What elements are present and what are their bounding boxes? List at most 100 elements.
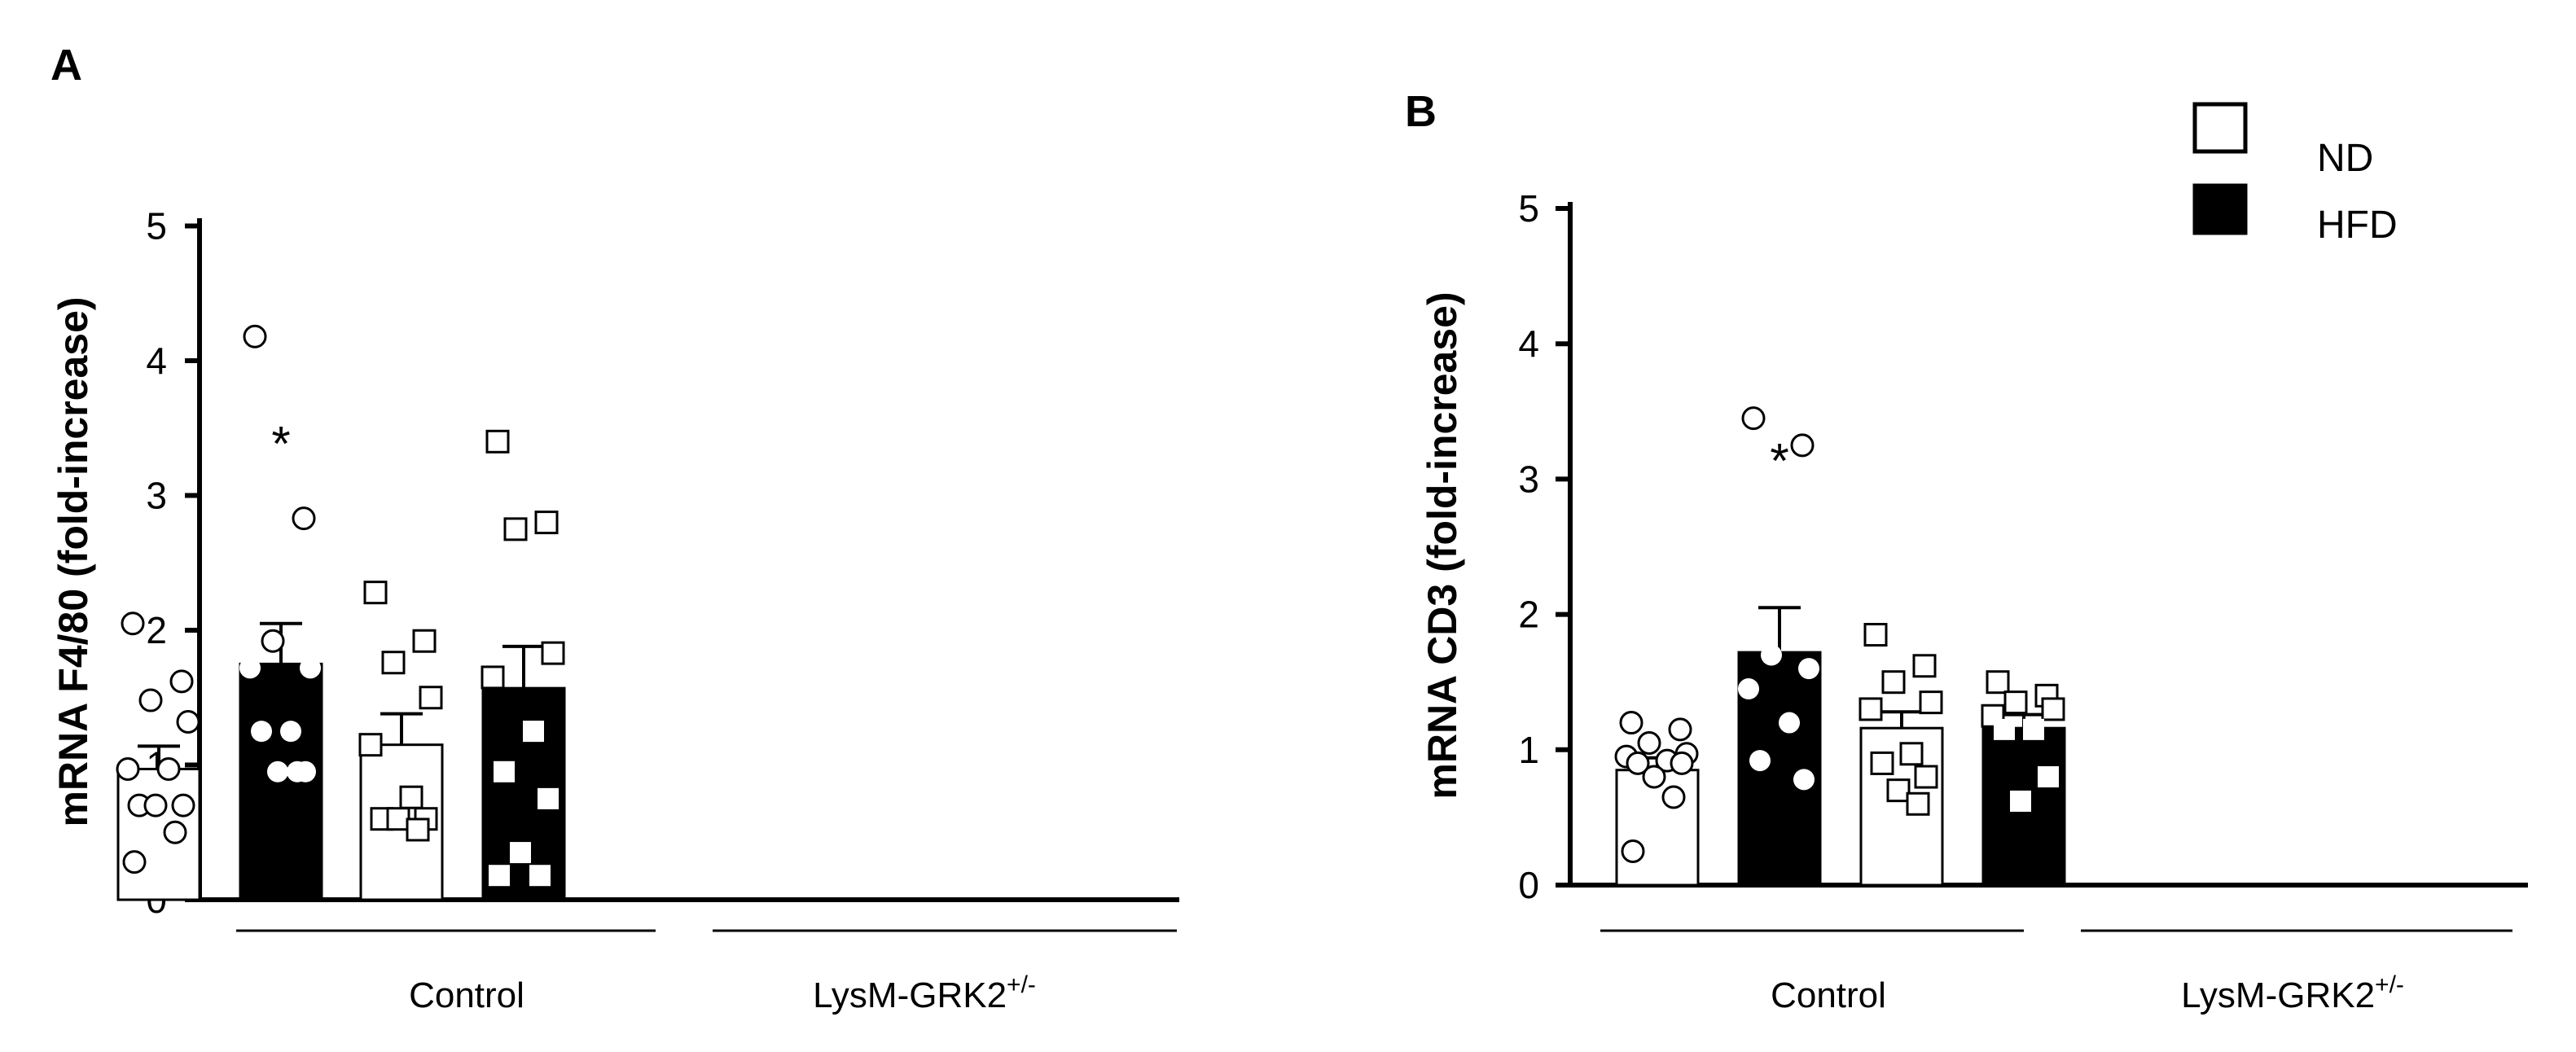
panel-b-data-point [1619, 711, 1643, 735]
panel-a-data-point [171, 793, 195, 817]
panel-a-group-label-control: Control [409, 975, 524, 1015]
panel-a-data-point [176, 710, 200, 734]
panel-a-data-point [138, 688, 163, 712]
panel-b-data-point [1912, 654, 1937, 678]
panel-a-data-point [412, 629, 437, 653]
panel-b-data-point [1798, 658, 1819, 680]
panel-a-data-point [529, 865, 551, 887]
panel-b-data-point [2023, 718, 2044, 740]
panel-a-data-point [243, 324, 267, 348]
panel-b-y-tick-label: 5 [1518, 187, 1539, 230]
panel-b-data-point [1668, 717, 1692, 742]
panel-a-data-point [510, 842, 531, 864]
panel-b-data-point [1626, 751, 1650, 775]
panel-b-group-label-lysm: LysM-GRK2+/- [2181, 971, 2404, 1015]
panel-b-bar-nd [1615, 769, 1700, 887]
panel-b-data-point [1914, 765, 1938, 789]
panel-a-data-point [485, 429, 510, 454]
panel-b-data-point [1790, 433, 1815, 458]
legend-swatch-nd [2192, 102, 2248, 154]
panel-b: B mRNA CD3 (fold-increase) 0 1 2 3 4 5 * Cont… [1405, 87, 2528, 1015]
panel-a-data-point [481, 665, 505, 690]
panel-b-data-point [1741, 406, 1766, 431]
panel-a-data-point [169, 669, 194, 694]
panel-a-data-point [261, 629, 285, 653]
panel-b-data-point [1919, 690, 1943, 715]
panel-a-data-point [122, 850, 147, 874]
panel-b-data-point [1881, 670, 1906, 695]
panel-b-data-point [2041, 697, 2065, 721]
panel-a-data-point [358, 733, 383, 757]
panel-a-data-point [406, 817, 430, 842]
panel-b-data-point [2003, 690, 2028, 715]
panel-a-data-point [267, 761, 288, 782]
panel-b-data-point [1793, 769, 1815, 791]
panel-a-y-tick-label: 4 [146, 340, 167, 382]
panel-b-ylabel: mRNA CD3 (fold-increase) [1420, 291, 1465, 799]
panel-b-data-point [1642, 765, 1666, 789]
panel-a-data-point [538, 787, 559, 809]
panel-b-data-point [1870, 751, 1894, 775]
panel-a-data-point [143, 793, 168, 817]
panel-a-data-point [156, 756, 181, 781]
panel-b-y-ticks: 0 1 2 3 4 5 [1518, 187, 1570, 906]
panel-a-data-point [399, 785, 423, 809]
panel-a-bar-nd [116, 767, 201, 901]
panel-b-data-point [1899, 742, 1924, 766]
panel-b-data-point [1858, 697, 1883, 721]
panel-a-data-point [534, 511, 559, 535]
panel-b-data-point [1749, 750, 1771, 772]
panel-a-data-point [300, 657, 321, 679]
panel-b-data-point [1670, 751, 1694, 775]
panel-a-data-point [494, 761, 515, 782]
panel-a-data-point [287, 761, 308, 782]
legend: ND HFD [2192, 102, 2398, 247]
panel-a-bars: * [116, 324, 566, 901]
panel-a-data-point [280, 721, 301, 743]
panel-b-significance-marker: * [1770, 433, 1788, 488]
panel-a-data-point [503, 517, 528, 541]
panel-a-data-point [419, 686, 443, 710]
panel-a-data-point [523, 721, 544, 743]
panel-a-data-point [251, 721, 272, 743]
panel-b-bars: * [1614, 406, 2066, 887]
panel-b-data-point [1637, 730, 1661, 755]
panel-a-y-tick-label: 2 [146, 609, 167, 651]
panel-b-data-point [1986, 670, 2010, 695]
panel-b-group-label-control: Control [1771, 975, 1886, 1015]
panel-a-y-tick-label: 3 [146, 475, 167, 517]
panel-b-y-tick-label: 0 [1518, 864, 1539, 906]
panel-b-data-point [1863, 623, 1888, 647]
panel-b-data-point [1906, 791, 1930, 816]
panel-a-data-point [541, 641, 565, 665]
panel-a-data-point [381, 651, 406, 675]
panel-b-y-tick-label: 3 [1518, 458, 1539, 500]
panel-a-data-point [363, 581, 388, 605]
panel-b-data-point [1738, 678, 1759, 700]
panel-b-label: B [1405, 87, 1437, 136]
panel-a-label: A [50, 41, 82, 90]
panel-a-data-point [163, 820, 187, 844]
panel-b-data-point [1779, 712, 1800, 734]
panel-b-data-point [1886, 778, 1911, 803]
panel-a-data-point [239, 657, 261, 679]
panel-a-ylabel: mRNA F4/80 (fold-increase) [50, 296, 96, 826]
legend-label-hfd: HFD [2317, 204, 2398, 247]
panel-b-data-point [2038, 766, 2059, 788]
panel-a-data-point [386, 807, 410, 831]
panel-b-data-point [1994, 718, 2015, 740]
panel-b-group-label-lysm-main: LysM-GRK2 [2181, 975, 2375, 1015]
panel-b-data-point [2010, 790, 2031, 812]
panel-a-group-label-lysm-main: LysM-GRK2 [813, 975, 1007, 1015]
panel-a-bar-hfd [239, 662, 323, 901]
panel-b-y-tick-label: 4 [1518, 322, 1539, 365]
panel-b-group-label-lysm-sup: +/- [2375, 971, 2404, 998]
panel-a-significance-marker: * [271, 417, 290, 471]
panel-a-group-label-lysm-sup: +/- [1007, 971, 1036, 998]
panel-a-data-point [292, 506, 316, 531]
panel-a-group-label-lysm: LysM-GRK2+/- [813, 971, 1036, 1015]
legend-swatch-hfd [2192, 183, 2248, 235]
panel-a-data-point [489, 865, 510, 887]
